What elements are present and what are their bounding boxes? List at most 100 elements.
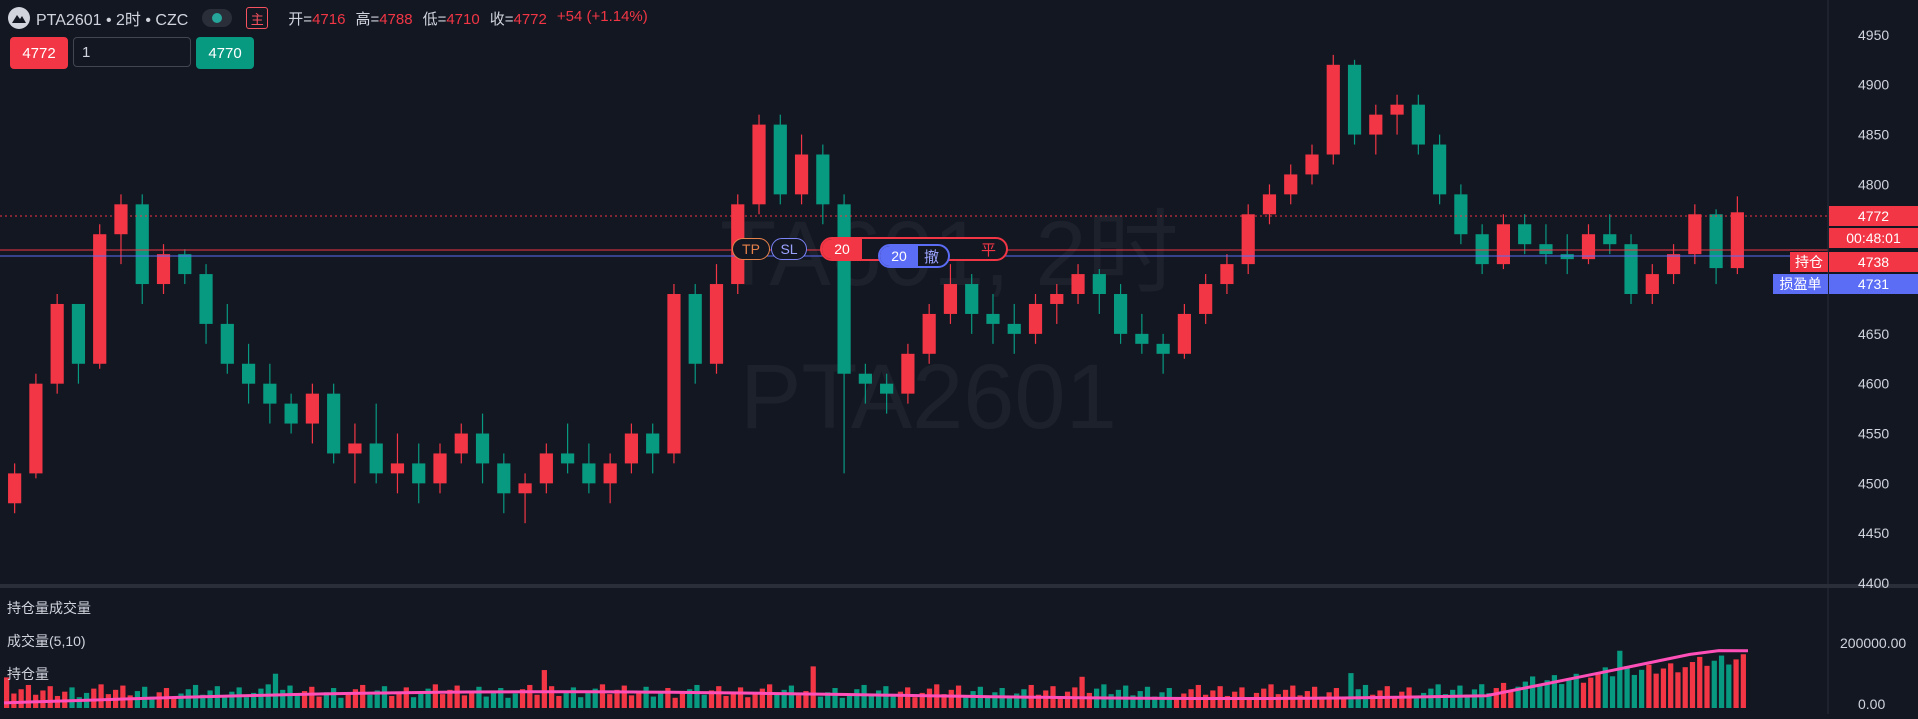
volume-bar: [222, 695, 228, 708]
candle-body: [901, 353, 915, 394]
symbol-logo-icon: [8, 7, 30, 29]
volume-bar: [1086, 692, 1092, 708]
volume-bar: [1493, 688, 1499, 708]
volume-bar: [25, 684, 32, 708]
volume-bar: [1326, 692, 1332, 708]
take-profit-button[interactable]: TP: [732, 238, 770, 260]
volume-bar: [1631, 674, 1637, 708]
volume-bar: [1006, 697, 1013, 708]
volume-bar: [941, 694, 947, 708]
volume-bar: [788, 685, 795, 708]
candle-body: [858, 373, 872, 384]
volume-label[interactable]: 成交量(5,10): [7, 633, 86, 649]
volume-bar: [1471, 689, 1478, 708]
open-interest-label[interactable]: 持仓量: [7, 666, 49, 682]
candle-body: [1645, 274, 1659, 295]
volume-bar: [272, 673, 279, 708]
volume-bar: [280, 689, 286, 708]
volume-bar: [454, 685, 460, 708]
volume-bar: [614, 689, 620, 708]
volume-bar: [665, 688, 671, 708]
pending-order-widget[interactable]: 20 撤: [878, 244, 950, 268]
volume-bar: [1704, 665, 1710, 708]
candle-body: [178, 254, 192, 275]
candle-body: [667, 294, 681, 454]
volume-bar: [541, 670, 547, 708]
candle-body: [433, 453, 447, 484]
volume-bar: [1399, 691, 1405, 708]
volume-bar: [767, 684, 773, 708]
sell-button[interactable]: 4772: [10, 37, 68, 69]
position-label-tag: 持仓: [1790, 252, 1828, 272]
candle-body: [752, 124, 766, 205]
price-tick: 4650: [1858, 326, 1889, 342]
volume-bar: [418, 692, 424, 708]
order-quantity: 20: [880, 246, 918, 266]
candle-body: [1177, 313, 1191, 354]
volume-bar: [1203, 694, 1209, 708]
cancel-order-button[interactable]: 撤: [924, 248, 940, 266]
volume-bar: [825, 692, 831, 708]
volume-bar: [868, 694, 874, 708]
candle-body: [1390, 104, 1404, 115]
buy-button[interactable]: 4770: [196, 37, 254, 69]
live-status-toggle[interactable]: [202, 9, 233, 27]
volume-bar: [1101, 684, 1107, 708]
volume-bar: [200, 694, 206, 708]
volume-bar: [178, 693, 184, 708]
watermark-line2: PTA2601: [740, 346, 1117, 448]
volume-bar: [1290, 685, 1296, 708]
volume-bar: [1370, 694, 1376, 708]
volume-bar: [105, 694, 111, 708]
volume-bar: [120, 685, 126, 708]
quantity-input[interactable]: 1: [73, 37, 191, 67]
volume-bar: [1130, 695, 1136, 708]
volume-bar: [207, 690, 213, 708]
close-position-button[interactable]: 平: [980, 241, 996, 259]
live-dot-icon: [212, 13, 223, 23]
ohlc-low: 低=4710: [423, 8, 480, 29]
volume-bar: [440, 694, 446, 708]
candle-body: [1156, 343, 1170, 354]
volume-bar: [708, 690, 715, 708]
volume-bar: [745, 697, 751, 708]
candle-body: [199, 274, 213, 324]
candle-body: [1347, 64, 1362, 135]
candle-body: [390, 463, 405, 474]
subpane-title[interactable]: 持仓量成交量: [7, 600, 91, 616]
candle-body: [816, 154, 830, 205]
volume-bar: [832, 688, 838, 708]
candle-body: [624, 433, 639, 464]
volume-bar: [1173, 697, 1180, 708]
volume-bar: [360, 684, 366, 708]
candle-body: [348, 443, 362, 454]
symbol-title[interactable]: PTA2601 • 2时 • CZC: [36, 12, 189, 29]
volume-bar: [781, 689, 787, 708]
volume-bar: [1711, 660, 1717, 708]
price-tick: 4400: [1858, 575, 1889, 591]
volume-bar: [1573, 673, 1579, 708]
stop-loss-button[interactable]: SL: [771, 238, 807, 260]
volume-bar: [1689, 662, 1696, 708]
candle-body: [305, 393, 319, 424]
volume-bar: [229, 691, 235, 708]
chart-header: PTA2601 • 2时 • CZC 主 开=4716 高=4788 低=471…: [8, 6, 648, 30]
volume-axis[interactable]: 200000.00 0.00: [1840, 635, 1906, 712]
ohlc-open: 开=4716: [288, 8, 345, 29]
volume-bar: [570, 687, 577, 708]
volume-bar: [737, 687, 744, 708]
volume-bar: [1275, 694, 1281, 708]
volume-bar: [47, 686, 53, 708]
volume-bar: [156, 692, 162, 708]
volume-bar: [723, 695, 729, 708]
volume-bar: [985, 696, 991, 708]
volume-bar: [396, 691, 402, 708]
candle-body: [539, 453, 553, 484]
volume-bar: [461, 695, 468, 708]
volume-bar: [410, 697, 417, 708]
volume-bar: [774, 694, 780, 708]
candle-body: [1326, 64, 1340, 155]
volume-bar: [91, 688, 97, 708]
